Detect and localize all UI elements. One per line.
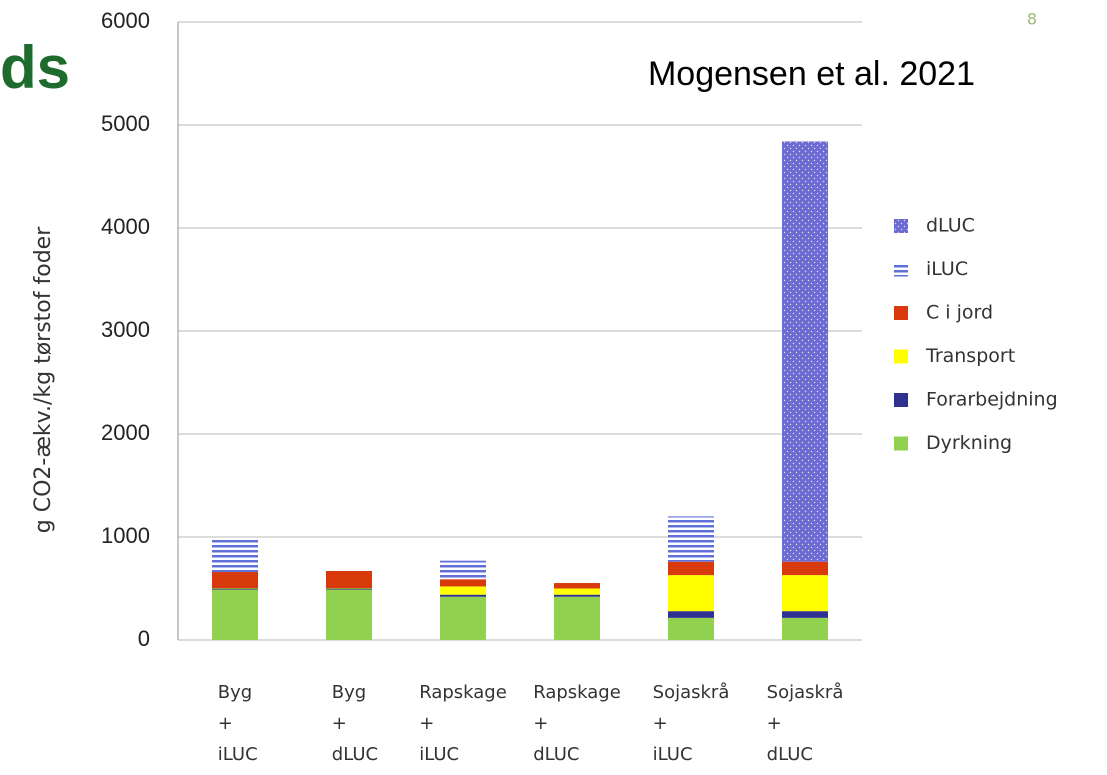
legend-swatch xyxy=(894,262,908,277)
y-axis-label: g CO2-ækv./kg tørstof foder xyxy=(31,226,56,533)
x-tick-label: + xyxy=(332,713,347,734)
x-tick-label: + xyxy=(419,713,434,734)
legend-swatch xyxy=(894,436,908,451)
y-tick-label: 5000 xyxy=(101,111,150,136)
x-tick-label: dLUC xyxy=(533,744,579,765)
y-tick-label: 0 xyxy=(138,626,150,651)
bar-segment xyxy=(440,579,486,587)
bar-segment xyxy=(212,589,258,640)
x-tick-label: iLUC xyxy=(653,744,693,765)
y-tick-label: 1000 xyxy=(101,523,150,548)
legend-label: dLUC xyxy=(926,215,975,237)
bar-segment xyxy=(554,594,600,597)
bar-segment xyxy=(668,516,714,562)
x-tick-label: + xyxy=(653,713,668,734)
x-tick-label: + xyxy=(218,713,233,734)
bar-segment xyxy=(668,561,714,576)
x-tick-label: dLUC xyxy=(767,744,813,765)
slide-number: 8 xyxy=(1027,10,1037,29)
bar-segment xyxy=(440,596,486,640)
x-tick-label: dLUC xyxy=(332,744,378,765)
bar-segment xyxy=(440,560,486,580)
legend-label: iLUC xyxy=(926,258,968,280)
bar-segment xyxy=(326,589,372,640)
legend-swatch xyxy=(894,393,908,407)
bar-segment xyxy=(782,617,828,640)
x-tick-label: + xyxy=(767,713,782,734)
bar-segment xyxy=(782,561,828,576)
bar-segment xyxy=(782,141,828,562)
legend-swatch xyxy=(894,349,908,364)
bar-segment xyxy=(212,588,258,590)
bar-segment xyxy=(782,611,828,618)
legend-label: Forarbejdning xyxy=(926,389,1058,411)
x-tick-label: iLUC xyxy=(419,744,459,765)
y-tick-label: 3000 xyxy=(101,317,150,342)
bar-segment xyxy=(326,570,372,588)
x-tick-label: Rapskage xyxy=(533,682,621,703)
bar-segment xyxy=(212,572,258,588)
slide-title: ds xyxy=(0,34,70,101)
annotation: Mogensen et al. 2021 xyxy=(648,55,975,93)
x-tick-label: + xyxy=(533,713,548,734)
x-tick-label: Byg xyxy=(218,682,252,703)
x-tick-label: Rapskage xyxy=(419,682,507,703)
legend-swatch xyxy=(894,306,908,320)
y-tick-label: 6000 xyxy=(101,8,150,33)
bar-segment xyxy=(554,596,600,640)
bar-segment xyxy=(668,617,714,640)
bar-segment xyxy=(440,594,486,597)
x-tick-label: Byg xyxy=(332,682,366,703)
legend-label: Dyrkning xyxy=(926,432,1012,454)
legend-swatch xyxy=(894,219,908,233)
x-tick-label: iLUC xyxy=(218,744,258,765)
bar-segment xyxy=(782,575,828,612)
y-tick-label: 4000 xyxy=(101,214,150,239)
bar-segment xyxy=(668,575,714,612)
y-tick-label: 2000 xyxy=(101,420,150,445)
bar-segment xyxy=(668,611,714,618)
bar-segment xyxy=(212,538,258,573)
bar-segment xyxy=(554,588,600,595)
x-tick-label: Sojaskrå xyxy=(767,682,844,703)
x-tick-label: Sojaskrå xyxy=(653,682,730,703)
bar-segment xyxy=(212,587,258,589)
bar-segment xyxy=(554,583,600,589)
bar-segment xyxy=(440,586,486,595)
bar-segment xyxy=(326,587,372,589)
legend-label: C i jord xyxy=(926,302,993,324)
legend-label: Transport xyxy=(925,345,1015,367)
bar-segment xyxy=(326,588,372,590)
